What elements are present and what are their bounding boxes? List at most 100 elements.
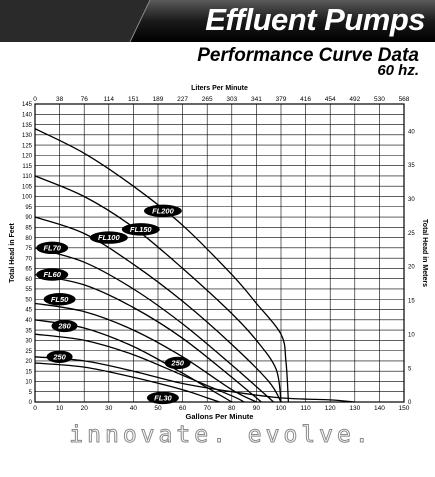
y-tick-label: 115: [22, 164, 32, 170]
header-banner: Effluent Pumps: [0, 0, 435, 42]
x-tick-label: 80: [228, 405, 236, 412]
y-tick-label: 120: [22, 154, 33, 160]
top-axis-label: Liters Per Minute: [191, 85, 248, 92]
series-250-label: 250: [170, 359, 184, 368]
series-280-badge: [51, 319, 78, 333]
x-tick-label: 90: [253, 405, 261, 412]
y-axis-label: Total Head in Feet: [9, 222, 16, 282]
series-250-badge: [164, 356, 191, 370]
x-tick-label: 130: [349, 405, 360, 412]
top-tick-label: 303: [226, 96, 237, 103]
curve-fl100: [34, 216, 282, 403]
y-tick-label: 95: [25, 205, 32, 211]
right-tick-label: 40: [408, 129, 415, 135]
chart-subtitle: Performance Curve Data: [197, 45, 419, 66]
top-tick-label: 189: [153, 96, 164, 103]
y-tick-label: 30: [25, 339, 32, 345]
y-tick-label: 75: [25, 246, 32, 252]
series-fl100-label: FL100: [98, 233, 121, 242]
series-fl70-label: FL70: [43, 243, 61, 252]
series-fl200-badge: [143, 204, 182, 218]
curve-fl70: [34, 247, 275, 403]
y-tick-label: 20: [25, 359, 32, 365]
curve-fl200: [34, 128, 290, 403]
y-tick-label: 110: [22, 174, 32, 180]
series-fl50-badge: [43, 293, 76, 306]
series-280-label: 280: [57, 322, 71, 331]
y-tick-label: 85: [25, 226, 32, 232]
top-tick-label: 227: [177, 96, 188, 103]
y-tick-label: 55: [25, 287, 32, 293]
right-tick-label: 0: [408, 400, 412, 406]
y-tick-label: 15: [25, 369, 32, 375]
x-tick-label: 20: [81, 405, 89, 412]
y-tick-label: 40: [25, 318, 32, 324]
x-tick-label: 70: [204, 405, 212, 412]
right-tick-label: 10: [408, 332, 415, 338]
series-fl60-label: FL60: [43, 270, 61, 279]
series-fl30-badge: [146, 391, 179, 405]
x-tick-label: 150: [399, 405, 410, 412]
top-tick-label: 265: [202, 96, 213, 103]
banner-background: [0, 0, 435, 42]
series-fl100-badge: [89, 231, 128, 244]
y-tick-label: 5: [29, 390, 33, 396]
y-tick-label: 60: [25, 277, 32, 283]
top-tick-label: 454: [325, 96, 336, 103]
series-fl70-badge: [36, 241, 69, 255]
y-tick-label: 130: [22, 133, 33, 139]
y-tick-label: 125: [22, 143, 33, 149]
y-tick-label: 50: [25, 297, 32, 303]
curve-unlabeled-9: [34, 356, 355, 403]
x-tick-label: 110: [300, 405, 311, 412]
y-tick-label: 105: [22, 184, 33, 190]
chart-grid: [34, 103, 405, 403]
y-tick-label: 0: [29, 400, 33, 406]
series-fl50-label: FL50: [51, 295, 69, 304]
top-tick-label: 38: [56, 96, 64, 103]
y-tick-label: 80: [25, 236, 32, 242]
y-tick-label: 145: [22, 102, 33, 108]
top-tick-label: 151: [128, 96, 139, 103]
curve-fl60: [34, 273, 262, 403]
y-tick-label: 25: [25, 349, 32, 355]
page-title: Effluent Pumps: [205, 2, 425, 37]
x-tick-label: 40: [130, 405, 138, 412]
top-tick-label: 530: [374, 96, 385, 103]
top-tick-label: 341: [251, 96, 262, 103]
curve-fl30: [34, 362, 220, 403]
series-fl200-label: FL200: [152, 206, 175, 215]
top-tick-label: 379: [276, 96, 287, 103]
right-tick-label: 35: [408, 163, 415, 169]
frequency-label: 60 hz.: [377, 62, 419, 79]
y-tick-label: 90: [25, 215, 32, 221]
y-tick-label: 45: [25, 308, 32, 314]
top-tick-label: 0: [33, 96, 37, 103]
y-tick-label: 100: [22, 195, 33, 201]
series-labels: FL200 FL150 FL100 FL70 FL60 FL50 280 250 FL30 250: [36, 204, 191, 405]
x-tick-label: 10: [56, 405, 64, 412]
y-tick-label: 135: [22, 123, 33, 129]
y-tick-label: 70: [25, 256, 32, 262]
series-fl150-label: FL150: [130, 225, 153, 234]
right-tick-label: 20: [408, 265, 415, 271]
right-tick-label: 5: [408, 366, 412, 372]
x-axis-label: Gallons Per Minute: [186, 412, 254, 421]
x-tick-label: 120: [325, 405, 336, 412]
right-tick-label: 15: [408, 299, 415, 305]
curve-fl50: [34, 302, 257, 403]
x-tick-label: 30: [105, 405, 113, 412]
curve-250: [34, 333, 245, 403]
series-fl30-label: FL30: [154, 393, 172, 402]
curve-fl150: [34, 175, 282, 403]
x-tick-label: 0: [33, 405, 37, 412]
top-tick-label: 568: [399, 96, 410, 103]
top-tick-label: 492: [349, 96, 360, 103]
right-tick-label: 25: [408, 231, 415, 237]
y-tick-label: 65: [25, 267, 32, 273]
top-tick-label: 76: [81, 96, 89, 103]
tagline: innovate. evolve.: [69, 422, 373, 449]
right-axis-label: Total Head in Meters: [421, 219, 428, 287]
